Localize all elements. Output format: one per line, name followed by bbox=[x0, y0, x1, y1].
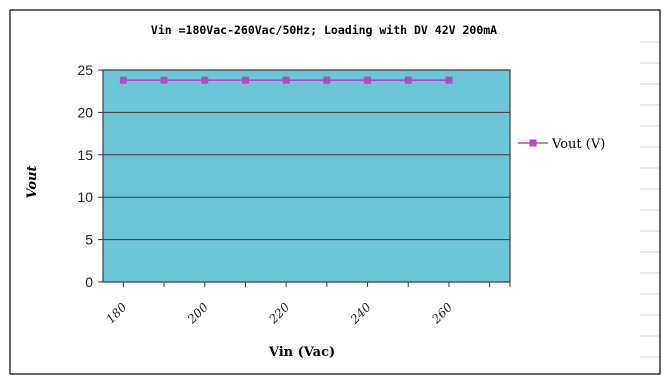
series-vout bbox=[119, 76, 453, 84]
data-point-180 bbox=[119, 76, 127, 84]
x-axis-title: Vin (Vac) bbox=[268, 345, 335, 360]
data-point-190 bbox=[160, 76, 168, 84]
y-tick-label-5: 5 bbox=[85, 232, 93, 248]
y-tick-label-10: 10 bbox=[77, 189, 93, 205]
x-axis-ticks: 180 200 220 240 260 bbox=[103, 282, 511, 327]
data-point-240 bbox=[364, 76, 372, 84]
y-axis-title: Vout bbox=[25, 165, 40, 198]
data-point-230 bbox=[323, 76, 331, 84]
sheet-gridlines bbox=[640, 41, 660, 358]
y-tick-label-25: 25 bbox=[77, 62, 93, 78]
y-tick-label-15: 15 bbox=[77, 147, 93, 163]
y-axis-ticks: 0 5 10 15 20 25 bbox=[77, 62, 103, 290]
data-point-260 bbox=[445, 76, 453, 84]
grid-lines bbox=[103, 111, 510, 241]
x-tick-label-240: 240 bbox=[347, 300, 374, 327]
y-tick-label-0: 0 bbox=[85, 274, 93, 290]
legend: Vout (V) bbox=[518, 137, 605, 152]
plot-area bbox=[102, 69, 511, 283]
data-point-210 bbox=[241, 76, 249, 84]
data-point-250 bbox=[404, 76, 412, 84]
chart-title: Vin =180Vac-260Vac/50Hz; Loading with DV… bbox=[151, 23, 497, 37]
y-tick-label-20: 20 bbox=[77, 104, 93, 120]
x-tick-label-220: 220 bbox=[266, 300, 293, 327]
legend-series-label: Vout (V) bbox=[551, 137, 605, 152]
x-tick-label-180: 180 bbox=[103, 300, 129, 326]
x-tick-label-260: 260 bbox=[428, 300, 455, 327]
data-point-200 bbox=[201, 76, 209, 84]
chart-frame bbox=[9, 9, 661, 375]
x-tick-label-200: 200 bbox=[184, 300, 211, 327]
legend-series-marker bbox=[529, 139, 537, 147]
data-point-220 bbox=[282, 76, 290, 84]
